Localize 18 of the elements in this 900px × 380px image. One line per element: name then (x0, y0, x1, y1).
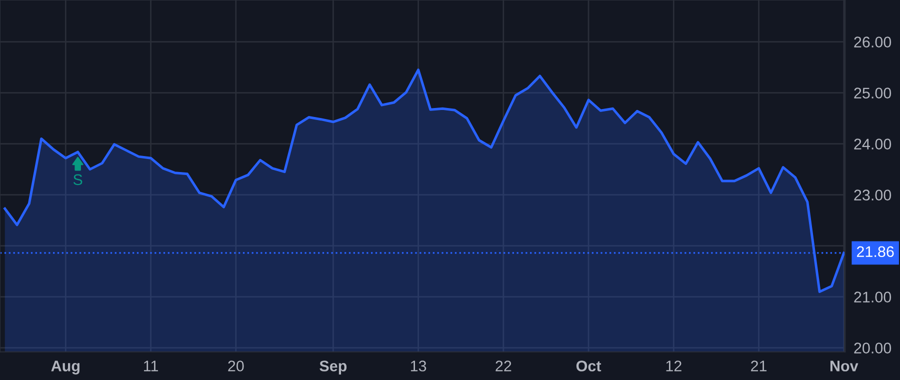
x-tick-label: Oct (576, 360, 602, 372)
y-tick-label: 20.00 (854, 342, 892, 354)
x-tick-label: 20 (228, 360, 244, 372)
x-tick-label: 22 (496, 360, 512, 372)
x-tick-label: 13 (410, 360, 426, 372)
x-tick-label: 11 (144, 360, 158, 372)
annotation: S (73, 174, 82, 186)
y-tick-label: 25.00 (854, 88, 892, 98)
x-tick-label: 12 (666, 360, 682, 372)
ref-line-label: 21.86 (856, 246, 894, 258)
y-tick-label: 23.00 (854, 190, 892, 200)
y-tick-label: 24.00 (854, 138, 892, 150)
y-tick-label: 26.00 (854, 36, 892, 48)
x-tick-label: 21 (751, 360, 767, 372)
x-tick-label: Nov (830, 360, 858, 372)
y-tick-label: 21.00 (854, 292, 892, 302)
x-tick-label: Aug (51, 360, 80, 374)
x-tick-label: Sep (320, 360, 347, 374)
